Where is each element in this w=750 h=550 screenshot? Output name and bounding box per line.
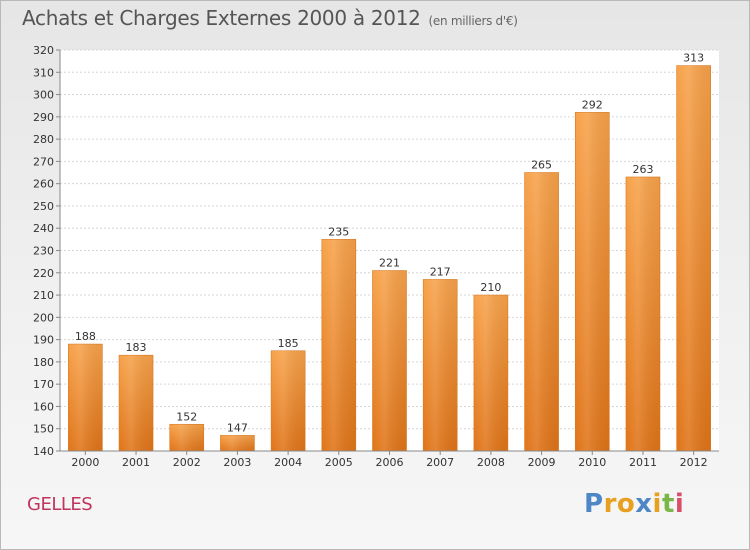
- y-axis: 140 150 160 170 180 190 200 210 220 230 240 250 260 2…: [33, 44, 60, 458]
- bar-shading: [321, 239, 356, 451]
- logo-letter: o: [616, 489, 636, 519]
- x-tick-label: 2006: [376, 456, 404, 469]
- chart-unit: (en milliers d'€): [428, 14, 518, 28]
- y-tick-label: 180: [33, 356, 54, 369]
- y-tick-label: 300: [33, 89, 54, 102]
- proxiti-logo: Proxiti: [584, 489, 684, 519]
- x-tick-label: 2001: [122, 456, 150, 469]
- bar-shading: [524, 172, 559, 451]
- bars: 188 183 152 147 185 235 221 217 210 265 292 263 313: [68, 52, 711, 452]
- bar-shading: [473, 295, 508, 451]
- bar-shading: [169, 424, 204, 451]
- data-label: 313: [683, 52, 704, 65]
- y-tick-label: 260: [33, 178, 54, 191]
- x-tick-label: 2000: [71, 456, 99, 469]
- y-tick-label: 290: [33, 111, 54, 124]
- x-tick-label: 2005: [325, 456, 353, 469]
- y-tick-label: 320: [33, 44, 54, 57]
- x-tick-label: 2008: [477, 456, 505, 469]
- bar-shading: [119, 355, 154, 451]
- bar-shading: [68, 344, 103, 451]
- logo-letter: i: [674, 489, 685, 519]
- data-label: 185: [278, 337, 299, 350]
- logo-letter: x: [635, 489, 653, 519]
- bar-shading: [676, 65, 711, 451]
- x-tick-label: 2009: [528, 456, 556, 469]
- chart-title-text: Achats et Charges Externes 2000 à 2012: [22, 6, 421, 30]
- y-tick-label: 250: [33, 200, 54, 213]
- y-tick-label: 310: [33, 66, 54, 79]
- y-tick-label: 140: [33, 445, 54, 458]
- y-tick-label: 170: [33, 378, 54, 391]
- commune-name: GELLES: [27, 494, 93, 515]
- y-tick-label: 280: [33, 133, 54, 146]
- y-tick-label: 270: [33, 155, 54, 168]
- y-tick-label: 150: [33, 423, 54, 436]
- bar-shading: [220, 435, 255, 451]
- x-tick-label: 2007: [426, 456, 454, 469]
- bar-shading: [271, 350, 306, 451]
- bar-shading: [625, 176, 660, 451]
- y-tick-label: 210: [33, 289, 54, 302]
- data-label: 217: [430, 265, 451, 278]
- chart-title: Achats et Charges Externes 2000 à 2012 (e…: [22, 6, 518, 30]
- x-axis: 2000 2001 2002 2003 2004 2005 2006 2007 2008 2009…: [71, 451, 708, 469]
- y-tick-label: 230: [33, 245, 54, 258]
- data-label: 263: [632, 163, 653, 176]
- y-tick-label: 240: [33, 222, 54, 235]
- x-tick-label: 2012: [680, 456, 708, 469]
- bar-shading: [372, 270, 407, 451]
- bar-shading: [423, 279, 458, 451]
- logo-letter: r: [603, 489, 617, 519]
- data-label: 188: [75, 330, 96, 343]
- x-tick-label: 2004: [274, 456, 302, 469]
- x-tick-label: 2003: [223, 456, 251, 469]
- y-tick-label: 160: [33, 400, 54, 413]
- data-label: 292: [582, 98, 603, 111]
- logo-letter: P: [584, 489, 604, 519]
- data-label: 265: [531, 159, 552, 172]
- data-label: 221: [379, 257, 400, 270]
- x-tick-label: 2002: [173, 456, 201, 469]
- data-label: 152: [176, 410, 197, 423]
- data-label: 147: [227, 421, 248, 434]
- x-tick-label: 2010: [578, 456, 606, 469]
- logo-letter: i: [652, 489, 662, 519]
- y-tick-label: 200: [33, 311, 54, 324]
- bar-shading: [575, 112, 610, 451]
- data-label: 210: [480, 281, 501, 294]
- data-label: 183: [126, 341, 147, 354]
- logo-letter: t: [661, 489, 675, 519]
- x-tick-label: 2011: [629, 456, 657, 469]
- y-tick-label: 220: [33, 267, 54, 280]
- data-label: 235: [328, 225, 349, 238]
- y-tick-label: 190: [33, 334, 54, 347]
